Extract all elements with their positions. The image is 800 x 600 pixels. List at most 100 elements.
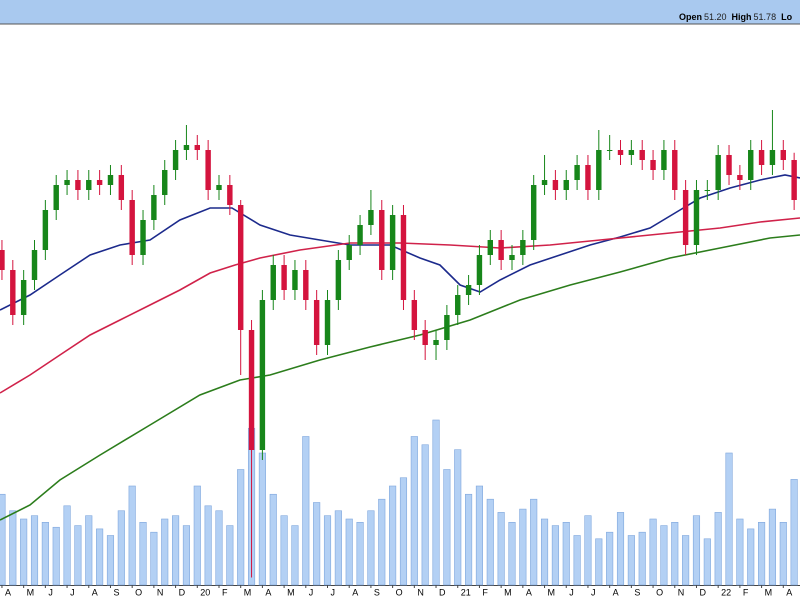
volume-bar — [421, 444, 429, 586]
volume-bar — [356, 521, 364, 586]
volume-bar — [519, 508, 527, 586]
x-tick-label: D — [699, 587, 706, 597]
candle-body — [769, 150, 776, 165]
candle-body — [86, 180, 92, 190]
candle-body — [368, 210, 374, 225]
candle-body — [444, 315, 450, 340]
x-axis: A M J J A S O N D 20 F M A M J J A S O N D 21 F M A M J J A S O N D 22 F M A — [1, 585, 792, 597]
ohlc-legend: Open 51.20 High 51.78 Lo — [679, 12, 793, 22]
volume-bar — [768, 508, 776, 586]
candle-body — [715, 155, 721, 190]
volume-bar — [486, 498, 494, 586]
volume-bar — [323, 515, 332, 586]
x-tick-label: A — [5, 587, 11, 597]
moving-average — [0, 234, 800, 521]
volume-bar — [237, 469, 245, 586]
candle-body — [650, 160, 656, 170]
volume-bar — [616, 512, 625, 586]
volume-bar — [530, 498, 538, 586]
volume-bar — [291, 525, 299, 586]
volume-bar — [443, 469, 451, 586]
volume-bar — [638, 531, 646, 586]
volume-bar — [454, 449, 462, 586]
candle-body — [237, 205, 244, 330]
x-tick-label: J — [48, 587, 53, 597]
x-tick-label: J — [569, 587, 574, 597]
volume-bar — [334, 510, 342, 586]
x-tick-label: S — [634, 587, 640, 597]
volume-bar — [0, 493, 6, 586]
volume-bar — [573, 535, 581, 586]
volume-bar — [606, 531, 614, 586]
candle-body — [313, 300, 320, 345]
x-tick-label: A — [786, 587, 792, 597]
volume-bar — [139, 521, 147, 586]
candle-body — [10, 270, 16, 315]
x-tick-label: A — [265, 587, 271, 597]
volume-bar — [313, 502, 321, 586]
volume-bar — [399, 477, 408, 586]
header-bar — [0, 0, 800, 24]
volume-bar — [345, 518, 353, 586]
moving-average — [0, 217, 800, 394]
candle-body — [162, 170, 168, 195]
x-tick-label: M — [765, 587, 773, 597]
candle-body — [183, 145, 190, 150]
candle-body — [411, 300, 418, 330]
candle-body — [400, 215, 407, 300]
candle-body — [606, 150, 613, 151]
x-tick-label: A — [92, 587, 98, 597]
x-tick-label: M — [27, 587, 35, 597]
x-tick-label: F — [482, 587, 488, 597]
candle-body — [726, 155, 732, 175]
candle-body — [585, 165, 591, 190]
candle-body — [465, 285, 472, 295]
candle-body — [541, 180, 548, 185]
x-tick-label: F — [743, 587, 749, 597]
x-tick-label: M — [548, 587, 556, 597]
candle-body — [292, 270, 298, 290]
volume-bar — [226, 525, 234, 586]
x-tick-label: A — [526, 587, 532, 597]
volume-bar — [280, 515, 288, 586]
candle-body — [530, 185, 537, 240]
volume-bar — [96, 528, 104, 586]
volume-bar — [508, 521, 516, 586]
candle-body — [672, 150, 678, 190]
candle-body — [748, 150, 754, 180]
candle-body — [335, 260, 342, 300]
volume-bar — [595, 538, 603, 586]
x-tick-label: S — [374, 587, 380, 597]
volume-bar — [432, 419, 440, 586]
candle-body — [248, 330, 255, 450]
candle-body — [151, 195, 157, 220]
candle-body — [140, 220, 146, 255]
candle-body — [791, 160, 797, 200]
volume-bar — [172, 515, 180, 586]
candle-body — [661, 150, 667, 170]
volume-bar — [215, 510, 223, 586]
volume-bar — [117, 510, 125, 586]
volume-bar — [410, 436, 418, 586]
volume-bar — [367, 510, 375, 586]
x-tick-label: A — [352, 587, 358, 597]
candle-body — [270, 265, 276, 300]
candle-body — [498, 240, 504, 260]
volume-bar — [736, 518, 744, 586]
volume-bar — [551, 525, 559, 586]
candle-body — [596, 150, 602, 190]
volume-bar — [20, 518, 28, 586]
volume-bar — [63, 505, 71, 586]
price-layer — [0, 110, 800, 578]
volume-bar — [74, 525, 82, 586]
x-tick-label: 21 — [461, 587, 471, 597]
candle-body — [552, 180, 559, 190]
x-tick-label: D — [439, 587, 446, 597]
candle-body — [476, 255, 483, 285]
candle-body — [194, 145, 200, 150]
candle-body — [574, 165, 580, 180]
x-tick-label: N — [157, 587, 164, 597]
candle-body — [0, 250, 5, 270]
volume-bar — [747, 528, 755, 586]
legend-label: Lo — [781, 12, 792, 22]
